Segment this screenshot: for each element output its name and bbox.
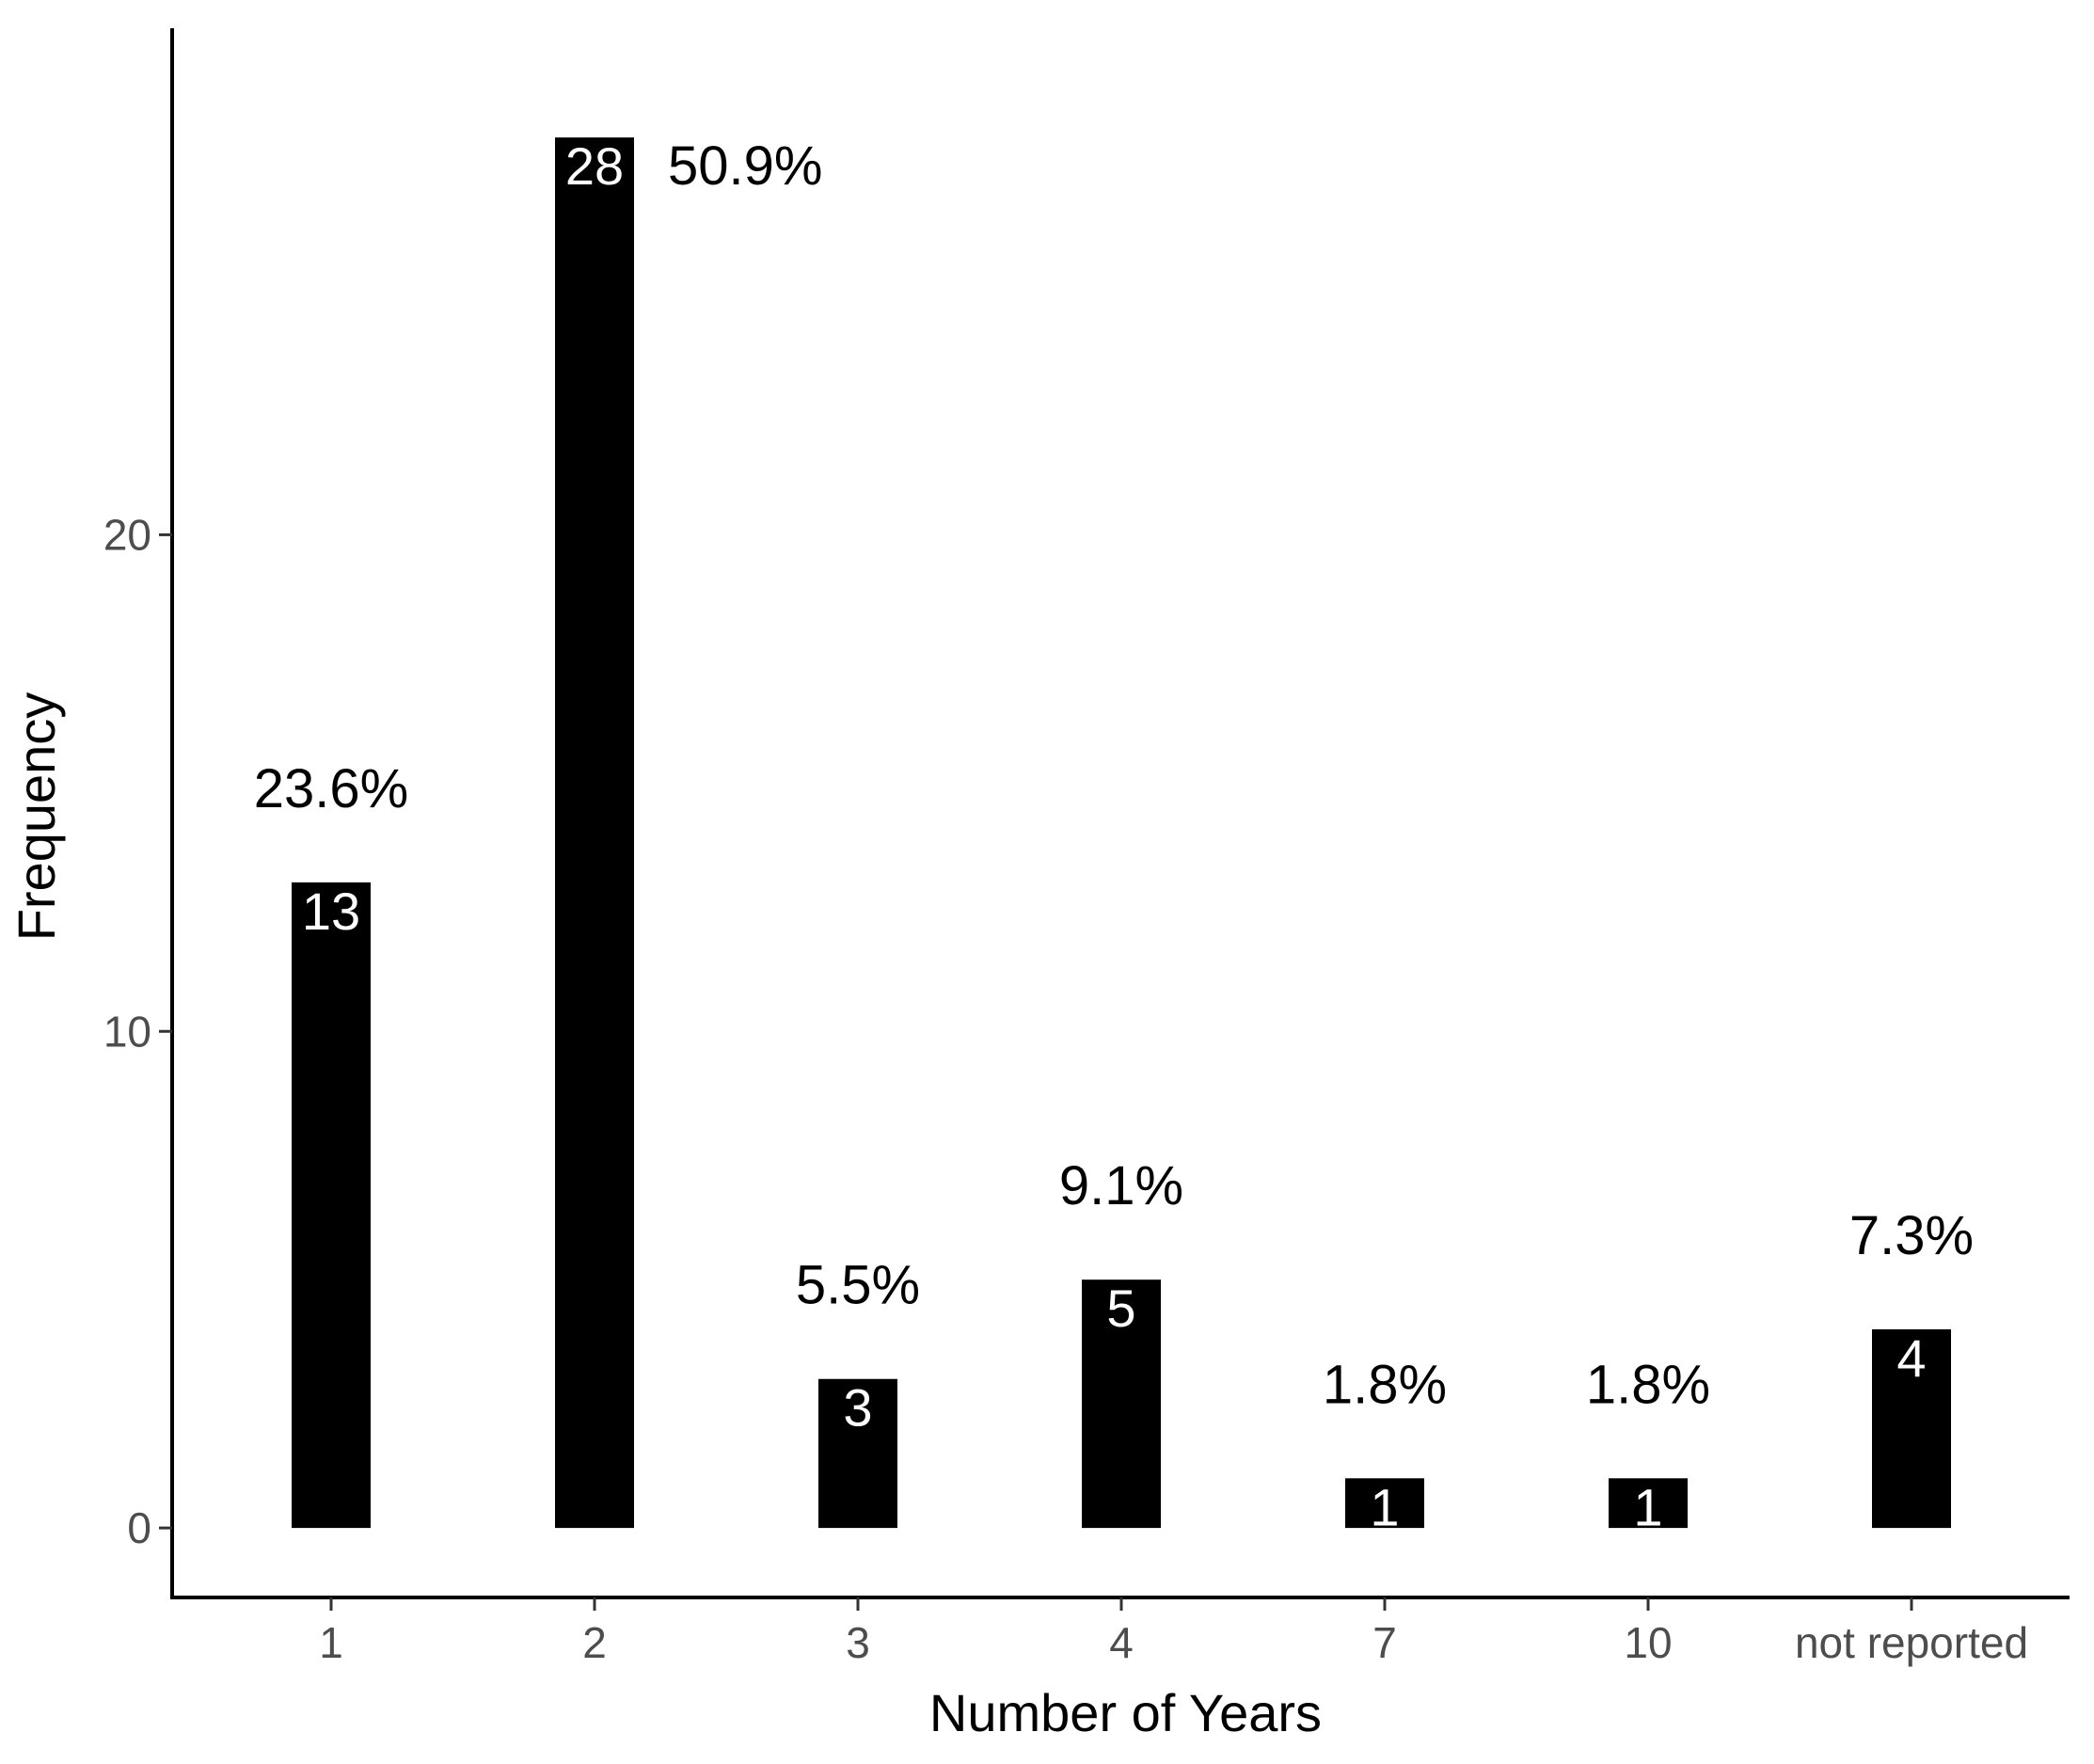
x-tick-label: 2 [582, 1618, 607, 1667]
bar-3 [818, 1378, 897, 1529]
percent-labels-group: 23.6% 50.9% 5.5% 9.1% 1.8% 1.8% 7.3% [254, 135, 1974, 1415]
count-label-4: 5 [1106, 1279, 1135, 1338]
count-label-1: 13 [302, 882, 360, 941]
x-ticks-group: 1 2 3 4 7 10 not reported [319, 1597, 2028, 1667]
percent-label-1: 23.6% [254, 758, 408, 819]
x-tick-label: 10 [1624, 1618, 1672, 1667]
bar-1 [292, 882, 371, 1529]
bar-10 [1609, 1478, 1688, 1529]
count-label-3: 3 [843, 1378, 872, 1438]
count-label-10: 1 [1633, 1477, 1662, 1536]
x-tick-label: 7 [1372, 1618, 1397, 1667]
count-label-not-reported: 4 [1896, 1328, 1926, 1388]
y-tick-label: 0 [127, 1503, 151, 1552]
bar-7 [1345, 1478, 1424, 1529]
percent-label-3: 5.5% [796, 1255, 920, 1316]
count-labels-group: 13 28 3 5 1 1 4 [302, 136, 1927, 1536]
percent-label-4: 9.1% [1059, 1155, 1183, 1216]
x-tick-label: 3 [846, 1618, 870, 1667]
percent-label-2: 50.9% [668, 135, 822, 197]
y-tick-label: 20 [103, 510, 151, 559]
percent-label-7: 1.8% [1323, 1354, 1447, 1415]
bar-4 [1082, 1279, 1161, 1529]
y-ticks-group: 0 10 20 [103, 510, 172, 1552]
count-label-7: 1 [1370, 1477, 1399, 1536]
x-axis-title: Number of Years [929, 1683, 1322, 1742]
percent-label-not-reported: 7.3% [1849, 1205, 1974, 1266]
bar-2 [555, 137, 634, 1529]
bars-group [292, 137, 1951, 1529]
x-tick-label: 4 [1109, 1618, 1134, 1667]
percent-label-10: 1.8% [1586, 1354, 1710, 1415]
y-axis-title: Frequency [7, 692, 66, 942]
y-tick-label: 10 [103, 1007, 151, 1056]
bar-not-reported [1872, 1328, 1951, 1529]
x-tick-label: not reported [1795, 1618, 2028, 1667]
x-tick-label: 1 [319, 1618, 343, 1667]
count-label-2: 28 [565, 136, 624, 196]
